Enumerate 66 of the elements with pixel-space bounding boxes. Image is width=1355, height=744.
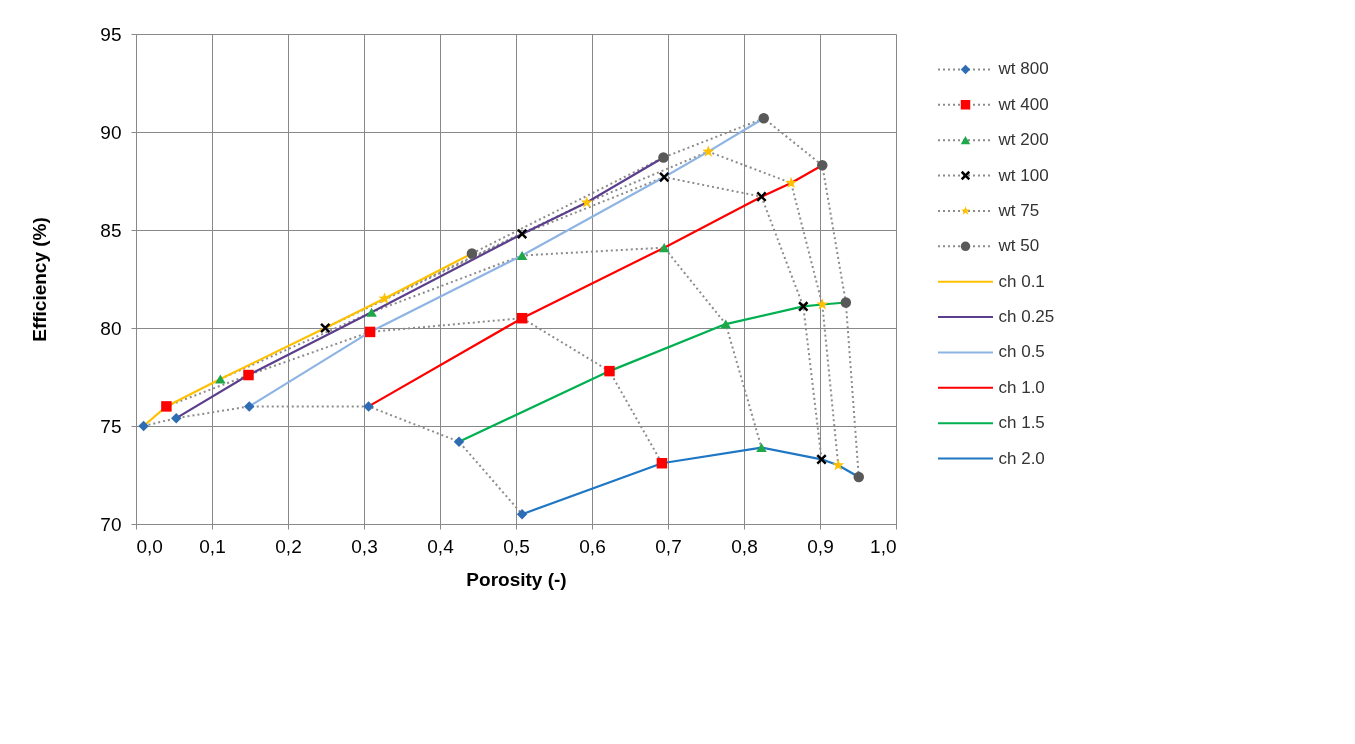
point: [319, 322, 331, 334]
x-tick-label: 0,3: [351, 535, 378, 557]
x-tick-label: 0,2: [275, 535, 302, 557]
legend-label: wt 75: [997, 200, 1040, 220]
legend-label: ch 0.25: [998, 307, 1055, 327]
x-tick-label: 1,0: [870, 535, 897, 557]
point: [656, 458, 668, 469]
x-tick-label: 0,7: [655, 535, 682, 557]
point: [516, 250, 528, 261]
point: [171, 412, 182, 424]
y-tick-label: 75: [100, 415, 122, 437]
point: [658, 152, 669, 163]
point: [832, 458, 845, 471]
x-tick-label: 0,4: [427, 535, 455, 557]
point: [138, 420, 149, 432]
point: [215, 374, 226, 384]
point: [658, 171, 670, 183]
y-tick-label: 90: [100, 121, 122, 143]
point: [840, 297, 852, 308]
x-tick-label: 0,5: [503, 535, 530, 557]
x-tick-label: 0,6: [579, 535, 606, 557]
point: [756, 191, 767, 203]
point: [516, 508, 528, 520]
point: [604, 365, 615, 377]
point: [378, 292, 391, 304]
point: [244, 401, 255, 412]
legend-label: ch 0.5: [998, 342, 1045, 362]
legend-label: wt 200: [997, 130, 1049, 150]
point: [366, 307, 377, 317]
point: [785, 176, 798, 189]
point: [817, 160, 828, 171]
point: [161, 401, 172, 412]
x-tick-label: 0,0: [136, 535, 163, 557]
point: [816, 453, 827, 465]
point: [363, 401, 374, 412]
point: [516, 228, 528, 240]
point: [720, 319, 731, 329]
legend-label: wt 50: [997, 236, 1040, 256]
point: [466, 248, 478, 259]
point: [756, 443, 767, 453]
point: [702, 145, 715, 157]
legend-label: ch 1.5: [998, 413, 1045, 433]
legend-label: wt 400: [997, 94, 1049, 114]
point: [658, 243, 670, 253]
point: [364, 326, 376, 338]
point: [853, 471, 864, 483]
point: [243, 369, 254, 381]
point: [516, 312, 528, 324]
legend-label: wt 800: [997, 59, 1049, 79]
point: [816, 298, 829, 310]
point: [758, 113, 769, 124]
point: [797, 301, 809, 312]
y-axis-title: Efficiency (%): [29, 217, 51, 342]
legend-label: ch 1.0: [998, 377, 1045, 397]
legend-label: ch 2.0: [998, 448, 1045, 468]
y-tick-label: 70: [100, 513, 122, 535]
point: [453, 436, 465, 447]
x-tick-label: 0,1: [199, 535, 226, 557]
legend-label: ch 0.1: [998, 271, 1045, 291]
x-tick-label: 0,8: [731, 535, 758, 557]
y-tick-label: 80: [100, 317, 122, 339]
x-tick-label: 0,9: [807, 535, 834, 557]
x-axis-title: Porosity (-): [466, 568, 567, 590]
y-tick-label: 95: [100, 23, 122, 45]
legend-label: wt 100: [997, 165, 1049, 185]
y-tick-label: 85: [100, 219, 122, 241]
